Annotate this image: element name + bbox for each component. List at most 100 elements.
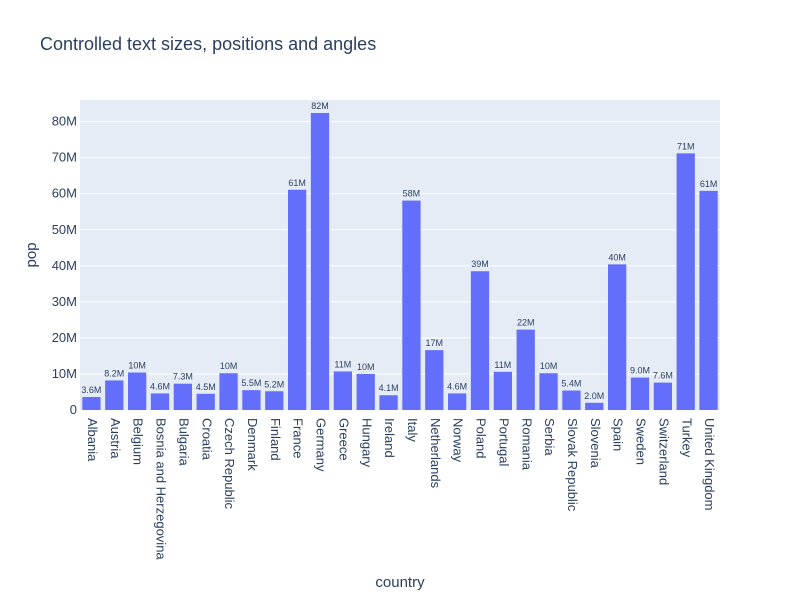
bar xyxy=(265,391,284,410)
y-tick-label: 30M xyxy=(52,294,77,309)
bar-value-label: 9.0M xyxy=(630,366,650,376)
y-tick-label: 10M xyxy=(52,366,77,381)
bar xyxy=(128,372,147,410)
x-tick-label: Hungary xyxy=(359,418,374,468)
bar-value-label: 4.6M xyxy=(150,381,170,391)
bar-value-label: 39M xyxy=(471,259,489,269)
bar-value-label: 40M xyxy=(608,252,626,262)
x-tick-label: Finland xyxy=(268,418,283,461)
x-tick-label: Romania xyxy=(519,418,534,471)
x-tick-label: Denmark xyxy=(245,418,260,471)
bar xyxy=(379,395,398,410)
bar-value-label: 17M xyxy=(426,338,444,348)
x-tick-label: Slovak Republic xyxy=(565,418,580,512)
x-tick-label: Austria xyxy=(108,418,123,459)
x-tick-label: Serbia xyxy=(542,418,557,456)
y-axis-ticks: 0 10M 20M 30M 40M 50M 60M 70M 80M xyxy=(52,114,77,417)
grid-lines xyxy=(80,121,720,375)
x-tick-label: Croatia xyxy=(199,418,214,461)
chart-title: Controlled text sizes, positions and ang… xyxy=(40,34,376,54)
bar-value-label: 5.5M xyxy=(241,378,261,388)
bar-value-label: 61M xyxy=(288,178,306,188)
x-tick-label: Slovenia xyxy=(588,418,603,469)
bar-value-label: 10M xyxy=(357,362,375,372)
bar-value-label: 11M xyxy=(494,360,511,370)
bars xyxy=(82,112,718,411)
bar-value-label: 8.2M xyxy=(104,368,124,378)
bar xyxy=(356,373,375,410)
x-tick-label: Bosnia and Herzegovina xyxy=(154,418,169,560)
y-tick-label: 80M xyxy=(52,114,77,129)
bar xyxy=(630,377,650,410)
bar xyxy=(425,350,444,410)
bar-value-label: 10M xyxy=(220,361,238,371)
bar xyxy=(516,329,535,410)
bar xyxy=(219,373,238,410)
bar xyxy=(288,189,307,410)
bar xyxy=(196,393,215,410)
bar-value-label: 4.6M xyxy=(447,381,467,391)
x-axis-ticks: Albania Austria Belgium Bosnia and Herzegov… xyxy=(85,418,717,560)
bar xyxy=(653,382,672,410)
bar xyxy=(150,393,170,410)
bar xyxy=(608,264,627,410)
y-tick-label: 60M xyxy=(52,186,77,201)
bar-value-label: 7.3M xyxy=(173,372,193,382)
bar-value-label: 7.6M xyxy=(653,371,673,381)
bar-value-label: 71M xyxy=(677,141,695,151)
bar-value-label: 5.4M xyxy=(561,379,581,389)
x-tick-label: Norway xyxy=(451,418,466,463)
x-tick-label: Spain xyxy=(611,418,626,451)
y-tick-label: 70M xyxy=(52,150,77,165)
bar xyxy=(493,371,512,410)
bar xyxy=(585,402,604,410)
x-tick-label: Netherlands xyxy=(428,418,443,489)
x-tick-label: Switzerland xyxy=(656,418,671,485)
bar xyxy=(676,153,695,411)
bar xyxy=(242,390,261,410)
bar-value-label: 11M xyxy=(334,359,351,369)
x-tick-label: Poland xyxy=(474,418,489,458)
y-axis-title: pop xyxy=(23,242,40,267)
x-tick-label: Czech Republic xyxy=(222,418,237,510)
bar xyxy=(470,271,490,410)
bar-value-label: 22M xyxy=(517,318,535,328)
bar-value-label: 61M xyxy=(700,179,718,189)
x-tick-label: Greece xyxy=(336,418,351,461)
y-tick-label: 20M xyxy=(52,330,77,345)
x-tick-label: Germany xyxy=(314,418,329,472)
x-tick-label: Turkey xyxy=(679,418,694,458)
x-tick-label: Albania xyxy=(85,418,100,462)
bar xyxy=(539,373,558,410)
bar xyxy=(105,380,124,410)
x-tick-label: France xyxy=(291,418,306,458)
bar-value-label: 3.6M xyxy=(81,385,101,395)
y-tick-label: 40M xyxy=(52,258,77,273)
bar-value-label: 10M xyxy=(128,361,146,371)
x-tick-label: Sweden xyxy=(634,418,649,465)
x-tick-label: United Kingdom xyxy=(702,418,717,511)
x-tick-label: Belgium xyxy=(131,418,146,465)
bar xyxy=(173,383,192,410)
y-tick-label: 50M xyxy=(52,222,77,237)
bar-value-label: 4.1M xyxy=(379,383,399,393)
bar-value-label: 4.5M xyxy=(196,382,216,392)
bar xyxy=(82,397,101,410)
x-tick-label: Bulgaria xyxy=(176,418,191,466)
x-axis-title: country xyxy=(375,574,425,591)
bar xyxy=(699,190,718,410)
x-tick-label: Ireland xyxy=(382,418,397,458)
bar xyxy=(402,200,421,410)
bar xyxy=(448,393,467,410)
bar-value-label: 5.2M xyxy=(264,379,284,389)
bar-value-label: 58M xyxy=(403,189,421,199)
y-tick-label: 0 xyxy=(70,402,77,417)
x-tick-label: Portugal xyxy=(496,418,511,467)
bar-value-label: 2.0M xyxy=(584,391,604,401)
bar xyxy=(310,112,330,410)
x-tick-label: Italy xyxy=(405,418,420,442)
bar-value-label: 82M xyxy=(311,101,329,111)
